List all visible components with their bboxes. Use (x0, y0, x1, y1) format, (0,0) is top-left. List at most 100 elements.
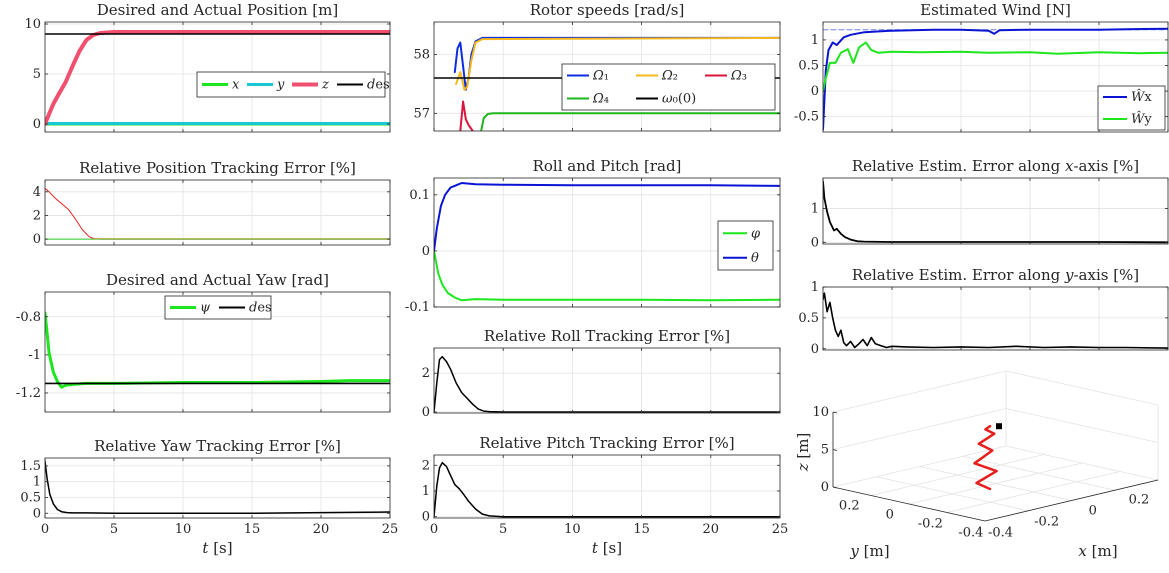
axes-frame (433, 177, 781, 308)
axes-frame (44, 457, 391, 519)
grid-line (1005, 408, 1159, 443)
legend-label: des (249, 301, 272, 316)
z-tick (832, 486, 838, 489)
panel-title: Roll and Pitch [rad] (533, 157, 682, 175)
x-tick-label: 10 (175, 522, 192, 537)
legend: ψ des (164, 295, 272, 320)
legend-label: Ω₄ (592, 92, 609, 107)
x-tick-label: 15 (244, 522, 261, 537)
legend-label: θ (751, 251, 759, 266)
series-line-Ŵx (823, 27, 1168, 131)
panel-title: Relative Estim. Error along x-axis [%] (852, 157, 1139, 175)
axes-frame (44, 21, 391, 133)
y-tick-label: 0 (422, 244, 430, 259)
legend-label: ω₀(0) (662, 92, 696, 107)
series-group (45, 460, 390, 515)
y-tick-label: 1 (811, 33, 819, 48)
axes-frame (822, 177, 1169, 245)
x-tick-label: 15 (633, 522, 650, 537)
series-line-z (45, 30, 390, 126)
axes-frame (822, 286, 1169, 351)
y-tick-label: 0 (811, 235, 819, 250)
axes-frame (44, 179, 391, 246)
series-line-0 (45, 187, 390, 240)
series-line-Ω₄ (480, 112, 780, 131)
panel-title: Relative Pitch Tracking Error [%] (479, 434, 734, 452)
x-tick-label: 10 (564, 522, 581, 537)
legend-label: Ω₃ (730, 69, 747, 84)
axes-frame (433, 21, 781, 132)
z-tick (832, 449, 838, 451)
y-tick-label: 0 (33, 506, 41, 521)
y-tick-label: -0.5 (794, 110, 819, 125)
y-tick-label: 0.2 (839, 499, 860, 514)
panel-rotor: 57 58 Rotor speeds [rad/s] Ω₁ Ω₂ Ω₃ Ω₄ ω₀(0) (413, 1, 781, 132)
x-tick-label: 0 (41, 522, 49, 537)
x-tick-label: 0.2 (1129, 492, 1150, 507)
panel-rollpitch: -0.1 0 0.1 Roll and Pitch [rad] φθ (405, 157, 781, 315)
panel-title: Relative Estim. Error along y-axis [%] (852, 266, 1139, 284)
panel-title: Desired and Actual Position [m] (97, 1, 338, 19)
series-group (45, 187, 390, 240)
axes-frame (44, 291, 391, 413)
legend: x y z des (196, 71, 390, 98)
z-tick-label: 5 (821, 443, 829, 458)
grid-line (946, 471, 1121, 513)
y-tick-label: 2 (422, 366, 430, 381)
series-line-0 (823, 180, 1168, 244)
grid-line (832, 370, 1007, 413)
panel-yaw: -1.2 -1 -0.8 Desired and Actual Yaw [rad] ψ d… (16, 271, 391, 413)
z-tick-label: 0 (821, 480, 829, 495)
panel-poserr: 0 2 4 Relative Position Tracking Error [%] (33, 159, 391, 247)
y-tick-label: 1 (811, 201, 819, 216)
series-line-0 (823, 292, 1168, 349)
axes-frame (433, 454, 781, 519)
y-tick-label: 0 (33, 232, 41, 247)
series-group (823, 292, 1168, 349)
series-line-0 (434, 355, 780, 413)
series-line-Ω₃ (459, 100, 474, 131)
z-tick-label: 10 (812, 405, 829, 420)
series-line-φ (434, 249, 780, 302)
x-tick-label: 5 (499, 522, 507, 537)
legend: Ŵx Ŵy (1097, 85, 1166, 131)
series-line-Ω₂ (455, 36, 780, 91)
series-line-0 (434, 461, 780, 518)
panel-title: Estimated Wind [N] (920, 1, 1071, 19)
x-axis-label: t [s] (202, 539, 232, 557)
grid-line (962, 455, 1115, 491)
y-tick-label: -0.2 (918, 517, 943, 532)
series-line-Ŵy (823, 41, 1168, 93)
series-line-θ (434, 182, 780, 252)
y-tick-label: -1 (28, 348, 41, 363)
z-axis-label: z [m] (794, 433, 812, 473)
series-group (434, 182, 780, 302)
series-group (45, 30, 390, 126)
x-tick-label: 25 (772, 522, 789, 537)
legend-box (717, 220, 774, 271)
y-tick-label: 2 (33, 208, 41, 223)
y-axis-line (832, 486, 986, 522)
y-tick-label: 1.5 (20, 459, 41, 474)
series-line-0 (45, 460, 390, 515)
x-tick-label: 25 (382, 522, 399, 537)
x-axis-line (984, 479, 1159, 522)
panel-rollerr: 0 2 Relative Roll Tracking Error [%] (422, 327, 781, 420)
panel-title: Desired and Actual Yaw [rad] (106, 271, 329, 289)
panel-title: Relative Position Tracking Error [%] (79, 159, 356, 177)
z-tick (832, 411, 838, 414)
legend-label: Ŵx (1131, 89, 1152, 105)
series-group (45, 311, 390, 389)
x-tick-label: 20 (313, 522, 330, 537)
panel-title: Relative Roll Tracking Error [%] (484, 327, 730, 345)
legend-label: z (321, 78, 329, 93)
legend-label: Ω₁ (592, 69, 609, 84)
x-axis-label: t [s] (592, 539, 622, 557)
panel-wind: -0.5 0 0.5 1 Estimated Wind [N] Ŵx Ŵy (794, 1, 1169, 133)
grid-line (919, 466, 1072, 501)
y-tick-label: 58 (413, 47, 430, 62)
y-tick-label: 57 (413, 106, 430, 121)
y-tick-label: 2 (422, 458, 430, 473)
y-tick-label: -0.4 (958, 526, 983, 541)
